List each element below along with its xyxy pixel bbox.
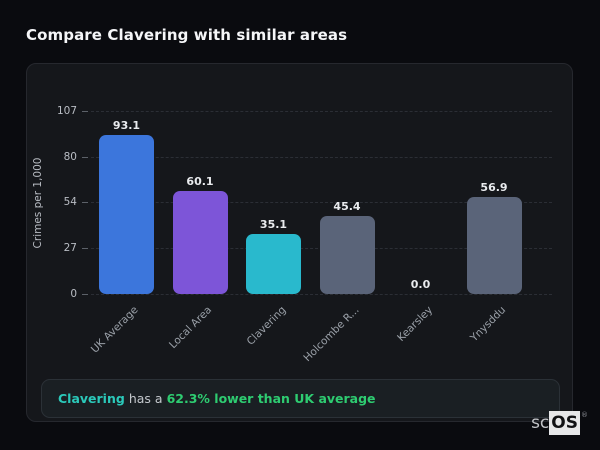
y-axis-tick-mark <box>82 201 88 203</box>
x-axis-category-label: Local Area <box>167 304 215 352</box>
bar-value-label: 35.1 <box>259 217 288 231</box>
registered-trademark-icon: ® <box>581 411 588 419</box>
annotation-middle-text: has a <box>128 391 163 406</box>
bar-uk-average[interactable] <box>99 134 154 294</box>
logo-suffix: OS <box>549 411 580 435</box>
annotation-area-name: Clavering <box>58 391 125 406</box>
gridline <box>91 201 552 203</box>
bar-chart: Crimes per 1,000 107 80 54 27 0 93.1 UK Averag… <box>27 64 572 421</box>
bar-value-label: 93.1 <box>112 118 141 132</box>
y-axis-tick-label: 54 <box>63 195 77 208</box>
gridline <box>91 157 552 159</box>
x-axis-category-label: Holcombe R... <box>301 304 362 365</box>
y-axis-tick-mark <box>82 294 88 295</box>
y-axis-tick-mark <box>82 157 88 159</box>
bar-holcombe-r[interactable] <box>319 216 375 294</box>
x-axis-category-label: UK Average <box>89 304 141 356</box>
bar-ynysddu[interactable] <box>466 196 522 294</box>
bar-local-area[interactable] <box>172 191 228 294</box>
x-axis-category-label: Kearsley <box>394 304 435 345</box>
y-axis-tick-label: 80 <box>63 151 77 164</box>
bar-value-label: 60.1 <box>186 175 214 189</box>
y-axis-tick-mark <box>82 247 88 249</box>
x-axis-category-label: Ynysddu <box>468 304 509 345</box>
bar-value-label: 56.9 <box>480 180 508 194</box>
bar-value-label: 45.4 <box>333 200 361 214</box>
y-axis-tick-label: 27 <box>63 241 77 254</box>
y-axis-tick-mark <box>82 111 88 112</box>
gridline <box>91 111 552 112</box>
logo-prefix: sc <box>531 413 550 433</box>
y-axis-tick-label: 107 <box>56 105 77 117</box>
scos-logo: sc OS ® <box>531 411 588 435</box>
bar-value-label: 0.0 <box>410 278 431 291</box>
annotation-highlight-text: 62.3% lower than UK average <box>166 391 376 406</box>
x-axis-category-label: Clavering <box>244 304 288 348</box>
page-title: Compare Clavering with similar areas <box>26 26 348 44</box>
y-axis-tick-label: 0 <box>70 288 77 300</box>
gridline <box>91 294 552 295</box>
bar-clavering[interactable] <box>246 233 301 294</box>
chart-card: Crimes per 1,000 107 80 54 27 0 93.1 UK Averag… <box>26 63 573 422</box>
comparison-annotation: Clavering has a 62.3% lower than UK aver… <box>41 379 560 418</box>
